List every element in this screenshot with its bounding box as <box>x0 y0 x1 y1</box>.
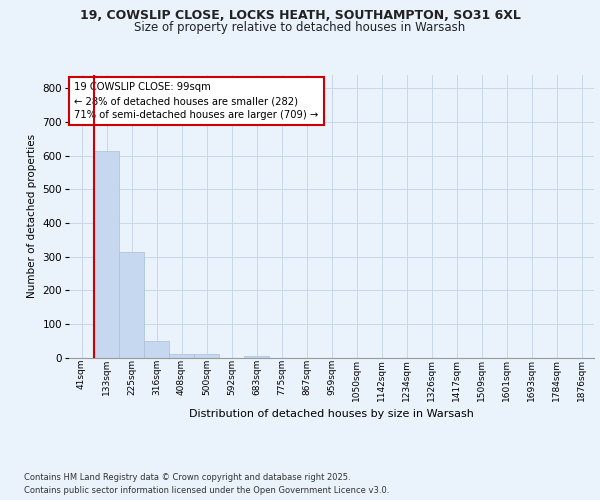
Text: 19 COWSLIP CLOSE: 99sqm
← 28% of detached houses are smaller (282)
71% of semi-d: 19 COWSLIP CLOSE: 99sqm ← 28% of detache… <box>74 82 319 120</box>
Bar <box>194 354 219 358</box>
Text: Contains HM Land Registry data © Crown copyright and database right 2025.: Contains HM Land Registry data © Crown c… <box>24 472 350 482</box>
Bar <box>169 354 194 358</box>
Y-axis label: Number of detached properties: Number of detached properties <box>27 134 37 298</box>
Bar <box>94 150 119 358</box>
Bar <box>244 356 269 358</box>
Bar <box>144 340 169 357</box>
Text: 19, COWSLIP CLOSE, LOCKS HEATH, SOUTHAMPTON, SO31 6XL: 19, COWSLIP CLOSE, LOCKS HEATH, SOUTHAMP… <box>80 9 520 22</box>
Text: Contains public sector information licensed under the Open Government Licence v3: Contains public sector information licen… <box>24 486 389 495</box>
Text: Size of property relative to detached houses in Warsash: Size of property relative to detached ho… <box>134 21 466 34</box>
X-axis label: Distribution of detached houses by size in Warsash: Distribution of detached houses by size … <box>189 410 474 420</box>
Bar <box>119 252 144 358</box>
